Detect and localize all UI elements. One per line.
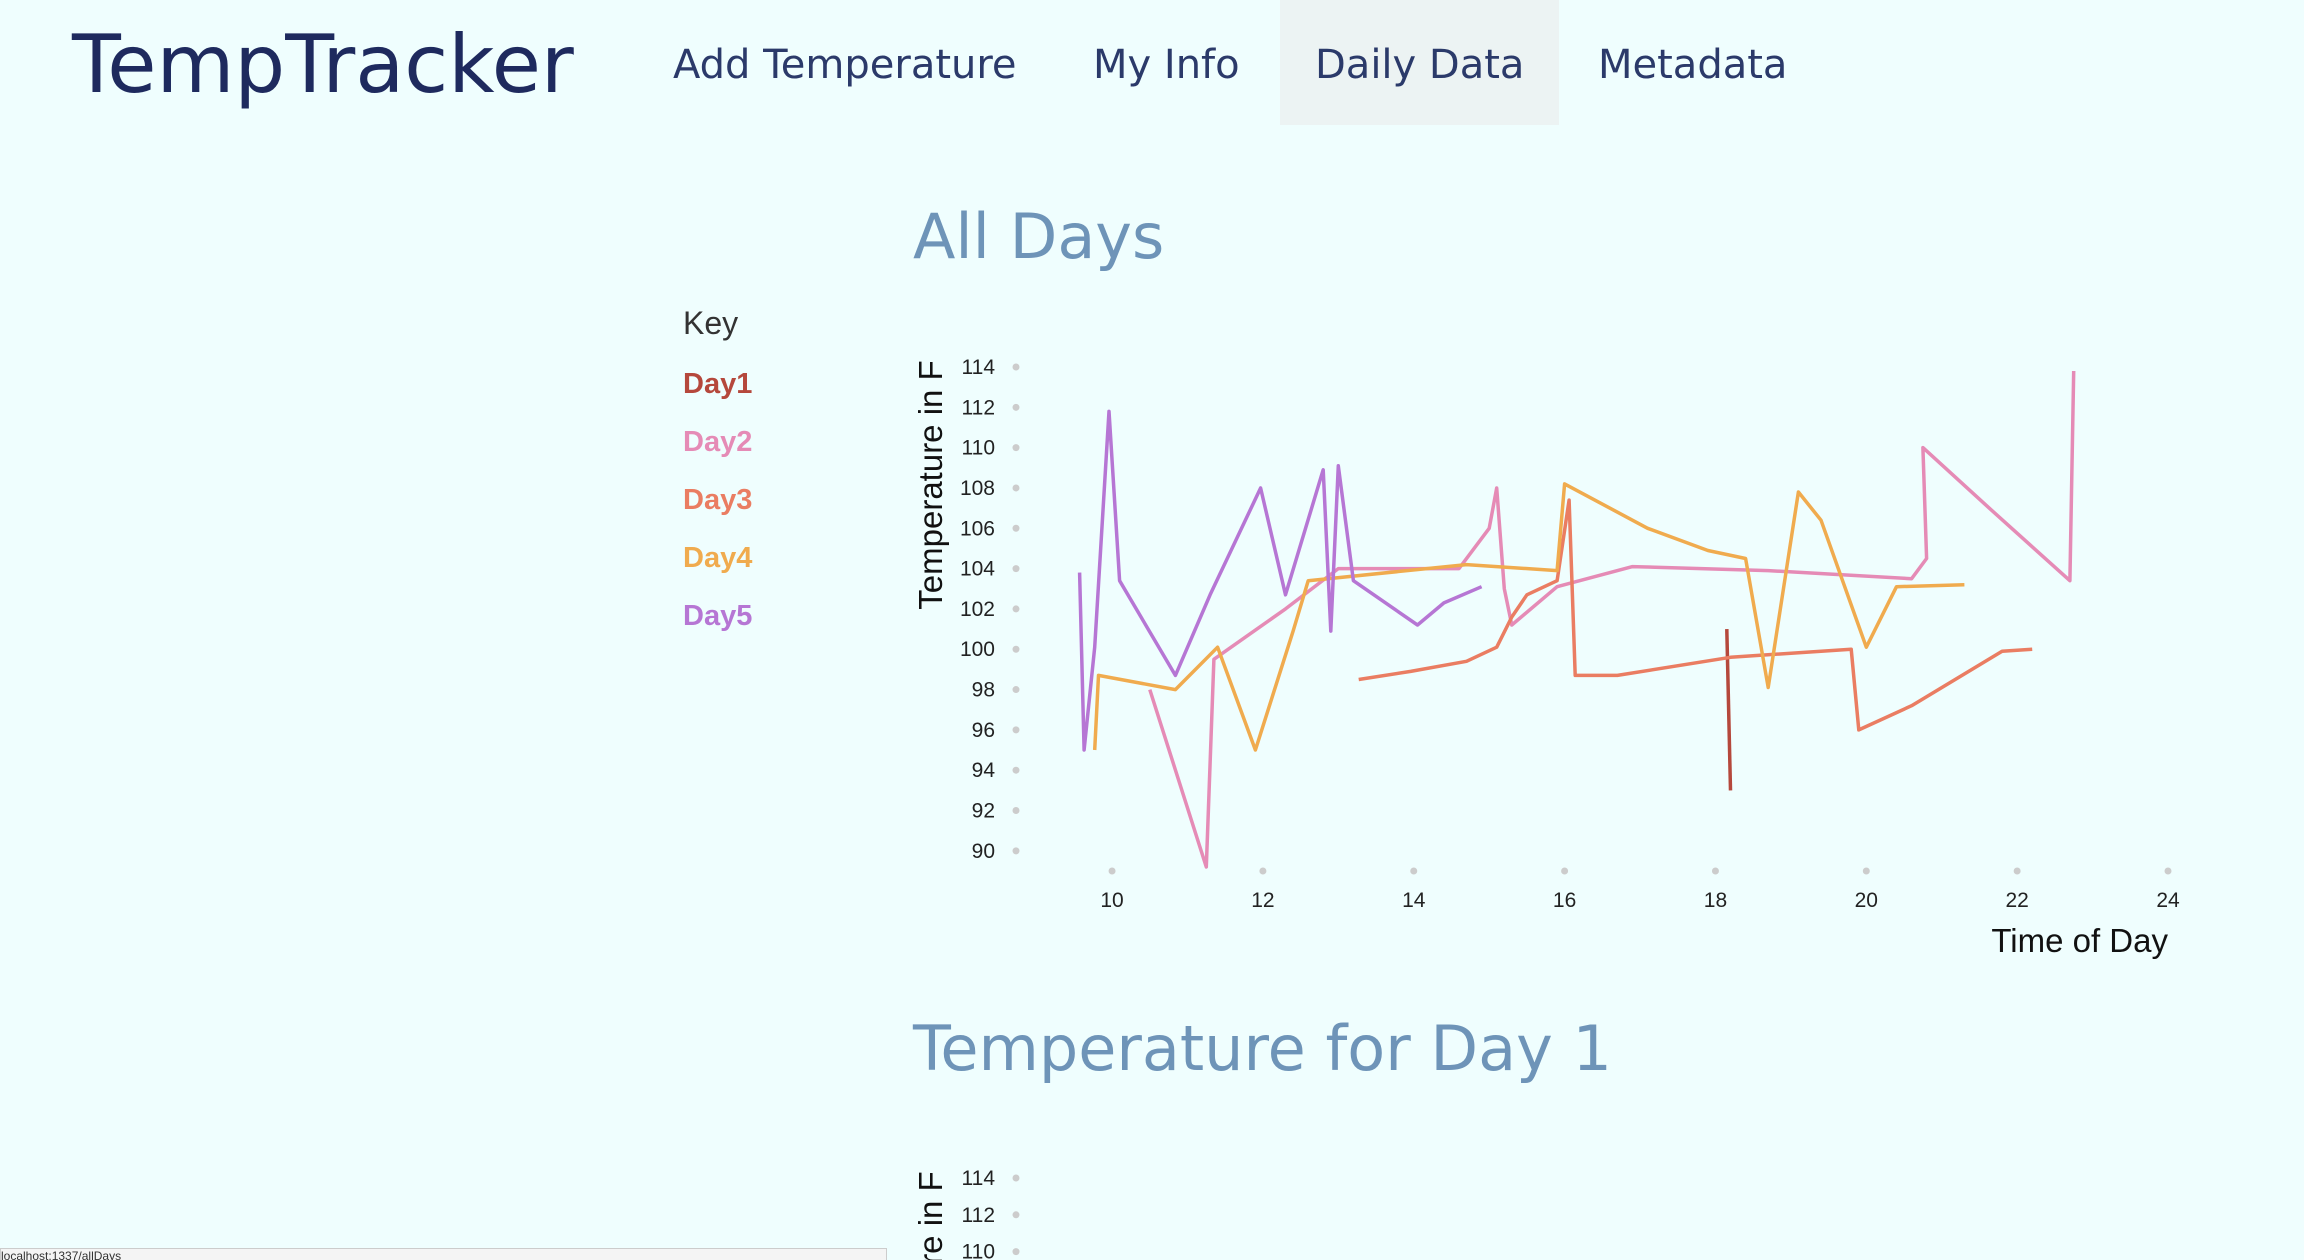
y-axis-label: Temperature in F	[912, 1171, 949, 1260]
y-tick-label: 110	[962, 437, 995, 460]
y-tick	[1012, 645, 1020, 653]
series-line	[1148, 370, 2076, 869]
nav-link[interactable]: My Info	[1093, 42, 1240, 88]
series-line	[1725, 629, 1733, 791]
y-tick-label: 90	[972, 840, 995, 863]
legend-title: Key	[683, 305, 739, 341]
y-tick	[1012, 1211, 1020, 1219]
y-tick	[1012, 1248, 1020, 1256]
y-tick-label: 106	[960, 517, 995, 540]
y-tick	[1012, 524, 1020, 532]
nav-link[interactable]: Daily Data	[1280, 0, 1560, 125]
y-axis-label: Temperature in F	[912, 360, 949, 609]
y-tick	[1012, 1174, 1020, 1182]
y-tick-label: 102	[960, 598, 995, 621]
x-tick	[1259, 867, 1267, 875]
legend-entry: Day2	[683, 426, 753, 458]
y-tick	[1012, 766, 1020, 774]
y-tick	[1012, 403, 1020, 411]
x-tick	[1561, 867, 1569, 875]
chart: 90 92 94 96 98 100 102 104 106 108 110 112 114 10 12 14…	[912, 356, 2180, 959]
nav-link[interactable]: Metadata	[1598, 42, 1788, 88]
x-tick	[2164, 867, 2172, 875]
x-tick-label: 14	[1402, 889, 1426, 912]
legend-entry: Day5	[683, 600, 753, 632]
nav-link[interactable]: Add Temperature	[673, 42, 1017, 88]
x-tick	[1711, 867, 1719, 875]
series-line	[1077, 409, 1483, 752]
y-tick-label: 100	[960, 638, 995, 661]
y-tick-label: 112	[962, 1204, 995, 1227]
y-tick-label: 98	[972, 679, 995, 702]
x-tick-label: 12	[1251, 889, 1274, 912]
y-tick-label: 112	[962, 396, 995, 419]
x-tick	[1410, 867, 1418, 875]
legend-entry: Day3	[683, 484, 753, 516]
status-url: localhost:1337/allDays	[0, 1248, 887, 1260]
y-tick-label: 108	[960, 477, 995, 500]
legend-entry: Day1	[683, 368, 753, 400]
x-tick-label: 10	[1100, 889, 1123, 912]
series-line	[1358, 498, 2033, 732]
x-tick-label: 20	[1855, 889, 1878, 912]
y-tick	[1012, 444, 1020, 452]
y-tick	[1012, 565, 1020, 573]
y-tick-label: 96	[972, 719, 995, 742]
y-tick	[1012, 807, 1020, 815]
app-title[interactable]: TempTracker	[72, 18, 574, 111]
y-tick	[1012, 686, 1020, 694]
y-tick-label: 94	[972, 759, 996, 782]
x-tick	[2013, 867, 2021, 875]
y-tick	[1012, 847, 1020, 855]
legend-entry: Day4	[683, 542, 753, 574]
y-tick-label: 114	[962, 356, 996, 379]
y-tick-label: 110	[962, 1241, 995, 1260]
x-tick-label: 24	[2156, 889, 2180, 912]
x-tick	[1108, 867, 1116, 875]
x-tick-label: 16	[1553, 889, 1576, 912]
x-tick	[1862, 867, 1870, 875]
y-tick	[1012, 484, 1020, 492]
y-tick-label: 104	[960, 558, 995, 581]
chart-title: All Days	[913, 200, 1165, 273]
x-tick-label: 22	[2005, 889, 2028, 912]
y-tick	[1012, 726, 1020, 734]
y-tick	[1012, 605, 1020, 613]
y-tick	[1012, 363, 1020, 371]
chart-title: Temperature for Day 1	[913, 1012, 1612, 1085]
y-tick-label: 92	[972, 800, 995, 823]
x-axis-label: Time of Day	[1991, 922, 2168, 959]
x-tick-label: 18	[1704, 889, 1727, 912]
y-tick-label: 114	[962, 1167, 996, 1190]
series-line	[1092, 482, 1965, 752]
